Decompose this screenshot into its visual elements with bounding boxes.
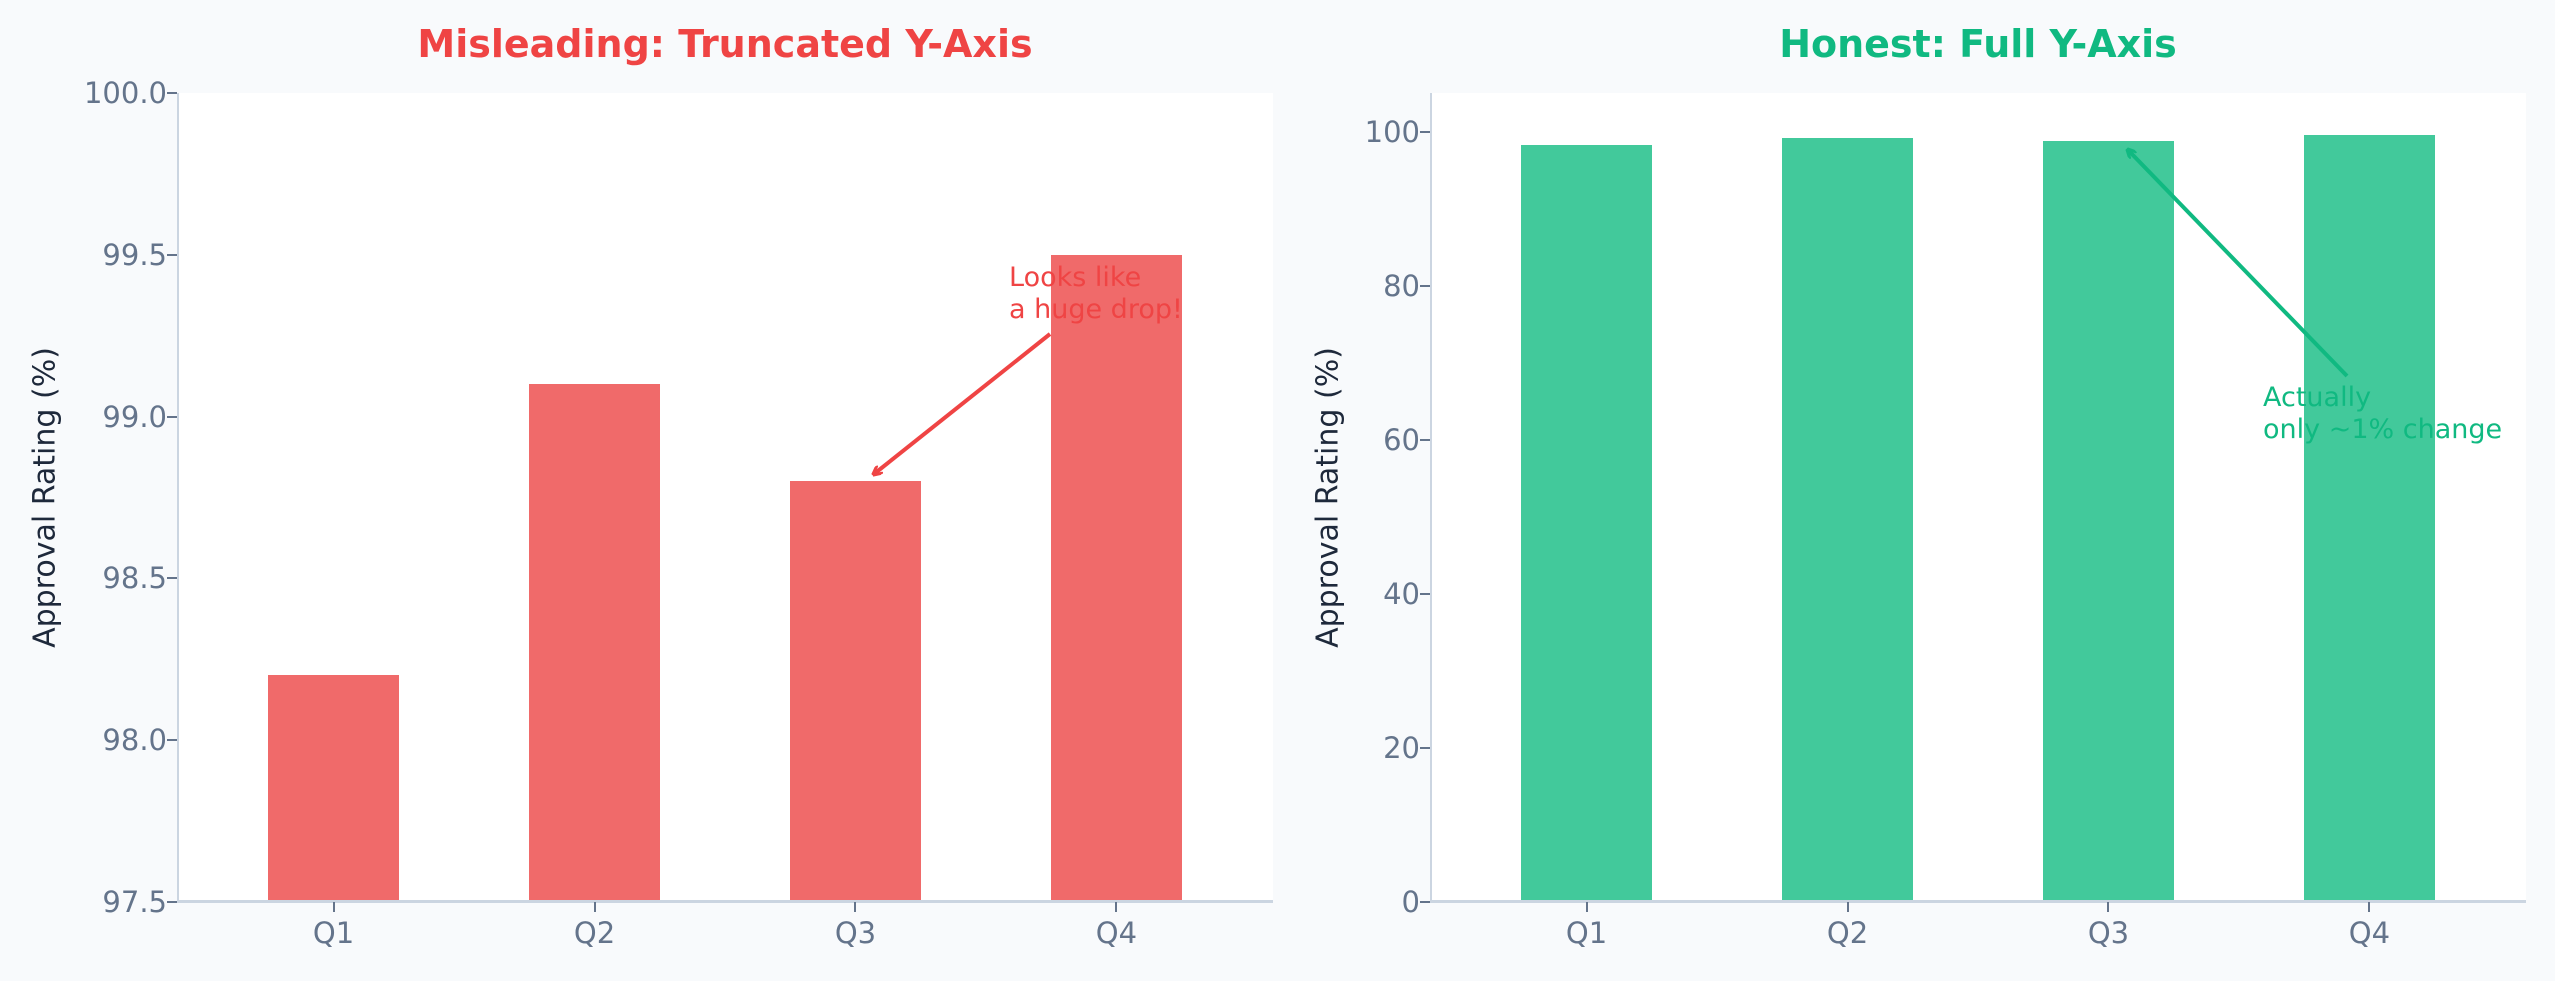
left-y-tick-mark: [167, 253, 177, 256]
right-y-tick-label: 100: [1364, 114, 1420, 149]
right-y-tick-label: 80: [1383, 268, 1420, 303]
right-y-tick-label: 0: [1401, 885, 1420, 919]
right-x-tick-label: Q3: [2087, 916, 2130, 950]
left-y-axis-label: Approval Rating (%): [27, 347, 63, 648]
left-x-tick-label: Q2: [573, 916, 616, 950]
left-y-tick-mark: [167, 415, 177, 418]
left-annotation: Looks like a huge drop!: [1009, 262, 1183, 325]
right-y-axis-label: Approval Rating (%): [1310, 347, 1346, 648]
right-bar-q2: [1782, 138, 1913, 902]
left-x-tick-label: Q3: [834, 916, 877, 950]
left-y-tick-mark: [167, 901, 177, 903]
left-chart-title: Misleading: Truncated Y-Axis: [417, 22, 1033, 66]
left-x-tick-mark: [854, 902, 857, 912]
right-x-tick-label: Q4: [2348, 916, 2391, 950]
right-x-tick-mark: [2368, 902, 2371, 912]
left-bar-q4: [1051, 254, 1182, 902]
right-y-tick-mark: [1420, 438, 1430, 441]
right-bar-q3: [2043, 140, 2174, 902]
left-bar-q3: [790, 481, 921, 902]
left-y-tick-label: 98.5: [102, 561, 167, 596]
right-annotation: Actually only ~1% change: [2263, 382, 2503, 445]
left-bar-q1: [268, 675, 399, 902]
right-x-tick-mark: [1585, 902, 1588, 912]
left-y-tick-label: 99.5: [102, 237, 167, 272]
right-x-axis-spine: [1430, 900, 2526, 903]
right-y-tick-mark: [1420, 284, 1430, 287]
right-y-tick-label: 40: [1383, 576, 1420, 611]
left-y-axis-spine: [177, 93, 179, 902]
right-y-axis-spine: [1430, 93, 1432, 902]
left-x-tick-label: Q1: [312, 916, 355, 950]
right-y-tick-mark: [1420, 746, 1430, 749]
left-x-tick-mark: [332, 902, 335, 912]
right-x-tick-mark: [2107, 902, 2110, 912]
left-y-tick-label: 100.0: [83, 76, 167, 110]
left-y-tick-mark: [167, 92, 177, 94]
left-x-tick-label: Q4: [1095, 916, 1138, 950]
left-y-tick-label: 97.5: [102, 885, 167, 919]
right-y-tick-mark: [1420, 130, 1430, 133]
right-x-tick-label: Q1: [1565, 916, 1608, 950]
right-y-tick-label: 60: [1383, 422, 1420, 457]
right-y-tick-mark: [1420, 592, 1430, 595]
left-x-axis-spine: [177, 900, 1273, 903]
right-y-tick-label: 20: [1383, 730, 1420, 765]
right-bar-q4: [2304, 135, 2435, 902]
right-y-tick-mark: [1420, 901, 1430, 903]
left-y-tick-mark: [167, 739, 177, 742]
left-x-tick-mark: [1115, 902, 1118, 912]
left-x-tick-mark: [593, 902, 596, 912]
right-x-tick-label: Q2: [1826, 916, 1869, 950]
left-y-tick-label: 98.0: [102, 723, 167, 758]
right-chart-title: Honest: Full Y-Axis: [1779, 22, 2177, 66]
right-bar-q1: [1521, 145, 1652, 902]
left-bar-q2: [529, 384, 660, 902]
left-y-tick-label: 99.0: [102, 399, 167, 434]
right-chart-plot-area: Q1 Q2 Q3 Q4 0 20 40 60 80 100: [1365, 93, 2526, 950]
right-x-tick-mark: [1846, 902, 1849, 912]
left-chart-plot-area: Q1 Q2 Q3 Q4 97.5 98.0 98.5 99.0 99.5 100.0: [84, 76, 1273, 950]
left-y-tick-mark: [167, 577, 177, 580]
